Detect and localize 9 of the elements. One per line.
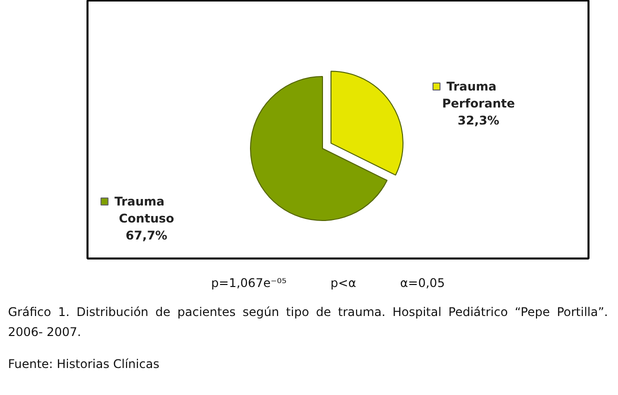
text: p=1,067e⁻⁰⁵: [211, 276, 287, 290]
data-label: 67,7%: [126, 228, 168, 242]
text: α=0,05: [400, 276, 445, 290]
data-label: 32,3%: [458, 114, 500, 128]
legend-label: Trauma Contuso: [114, 194, 174, 226]
text: Gráfico 1. Distribución de pacientes según tipo de trauma. Hospital Pediátrico “Pepe Portilla”. 2006- 2007.: [8, 304, 608, 342]
text: p<α: [330, 276, 356, 290]
source-note: Fuente: Historias Clínicas: [8, 356, 160, 374]
legend-label: Trauma Perforante: [442, 80, 515, 110]
